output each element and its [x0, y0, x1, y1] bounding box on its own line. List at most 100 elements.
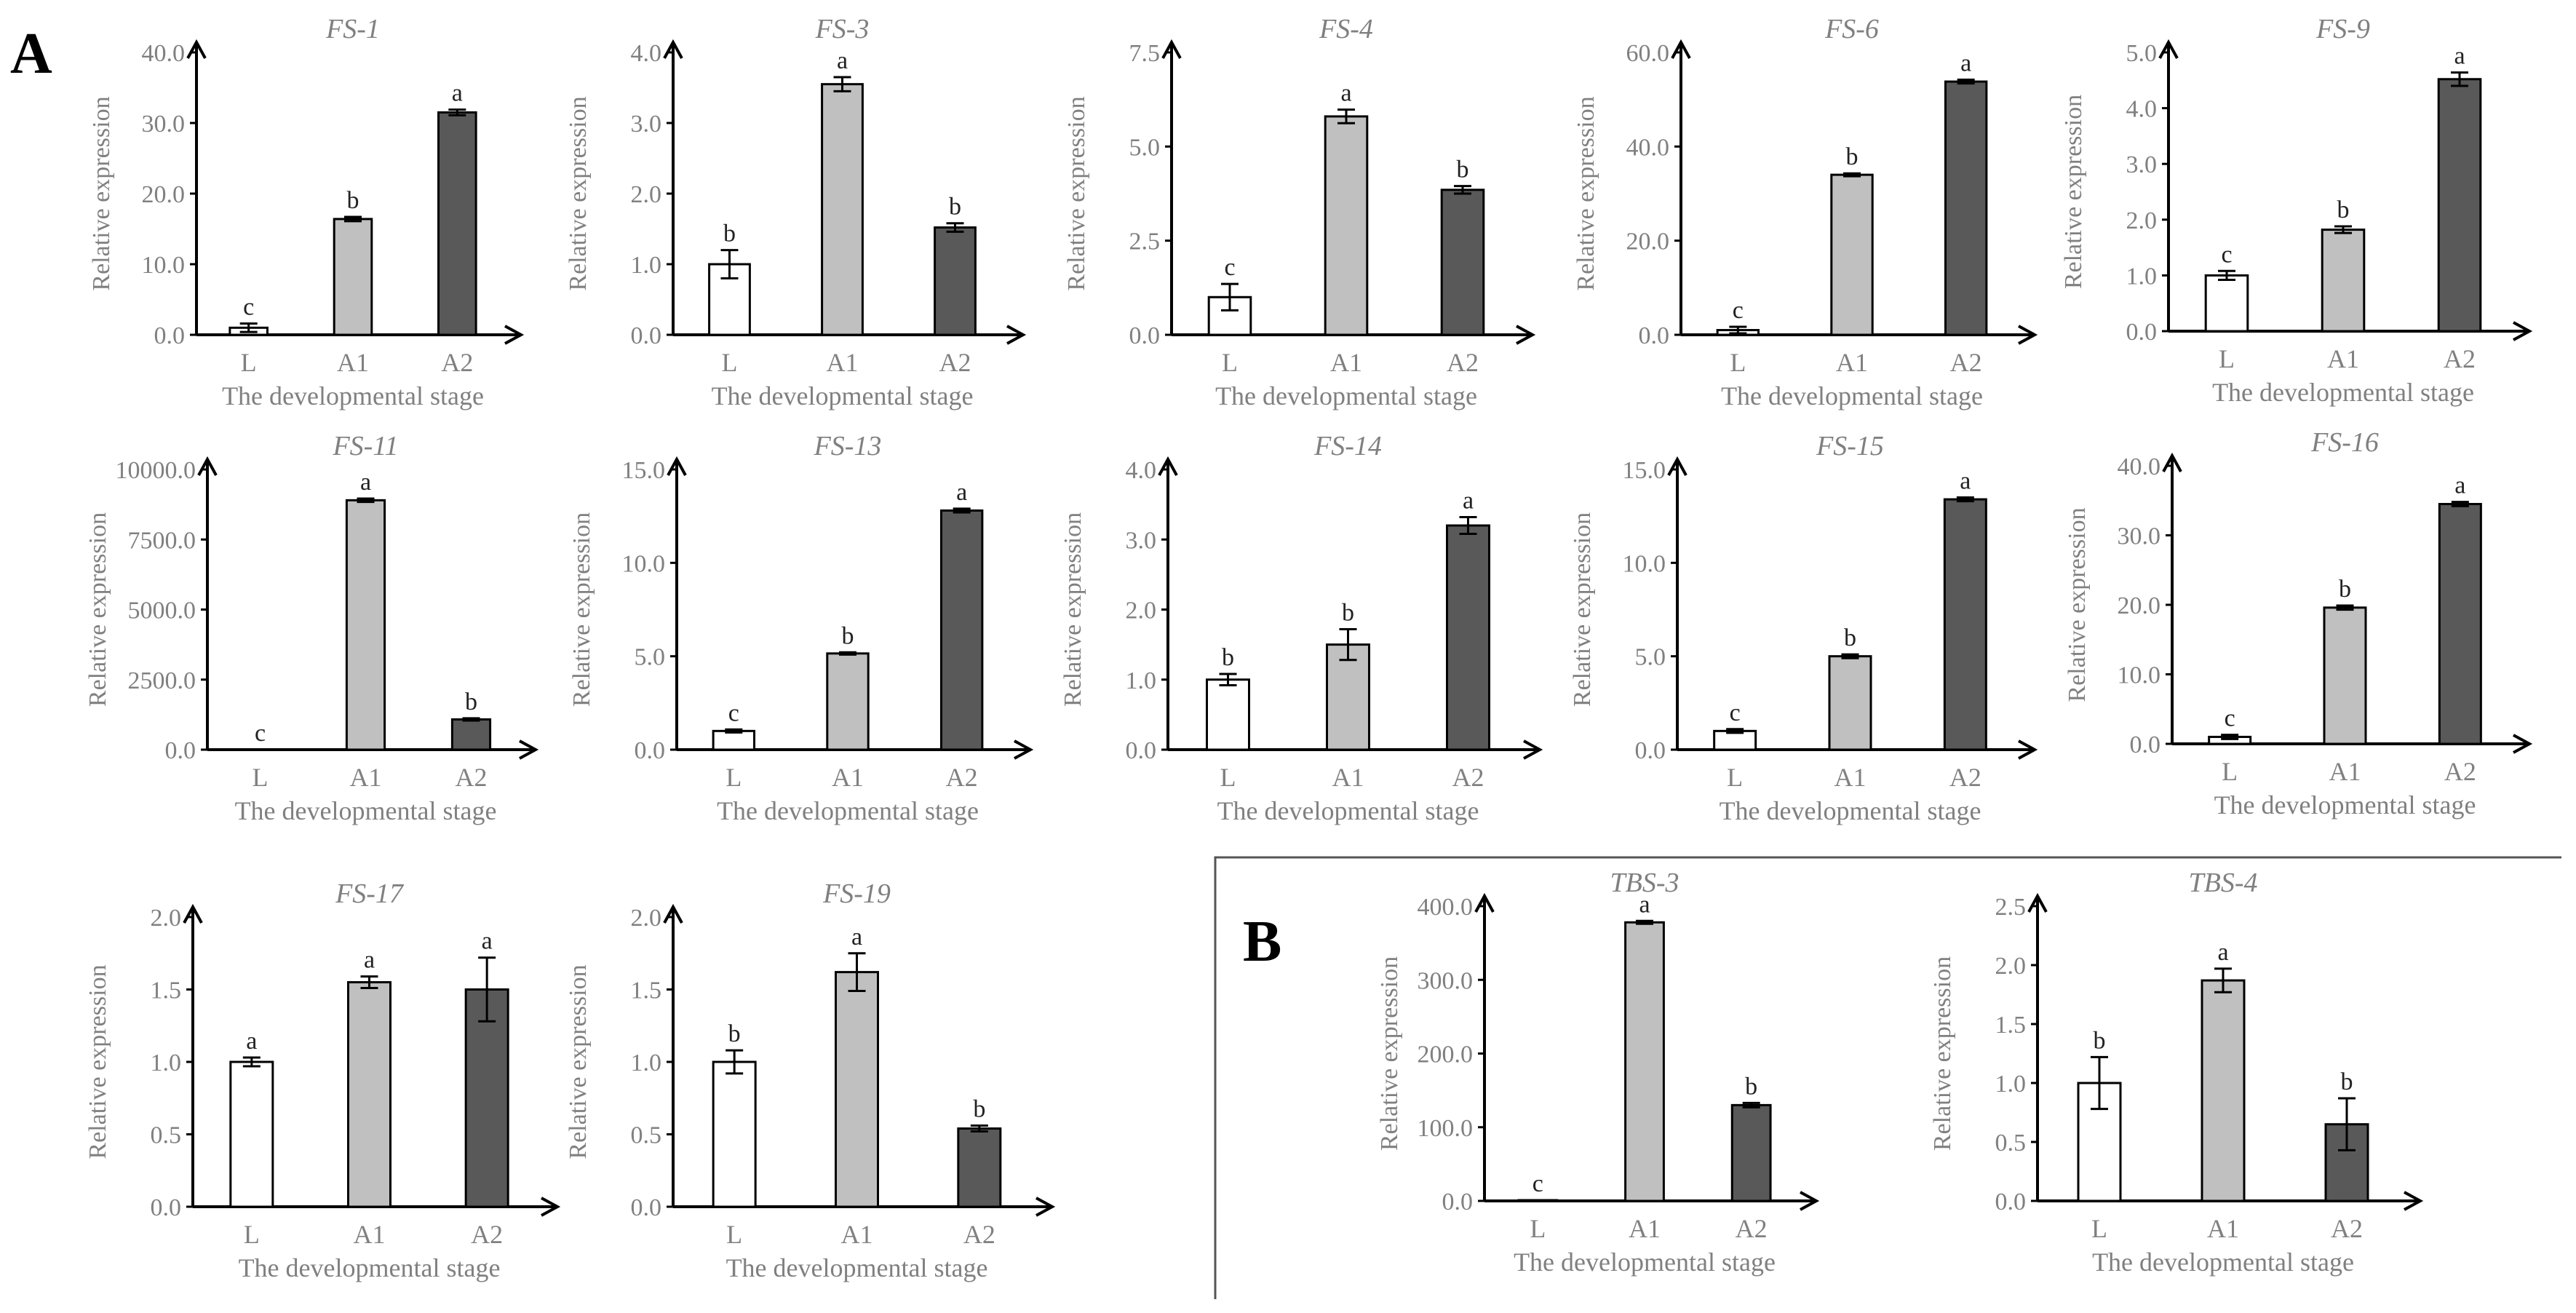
category-label: A2: [1447, 348, 1479, 377]
chart-title: FS-1: [325, 14, 380, 44]
category-label: L: [726, 1220, 742, 1249]
significance-label: b: [1846, 143, 1859, 170]
significance-label: a: [1960, 468, 1971, 495]
y-axis-label: Relative expression: [1063, 96, 1090, 290]
bar-l: [1517, 1199, 1559, 1202]
y-tick-label: 3.0: [2126, 151, 2158, 178]
bar-a2: [2438, 503, 2482, 745]
y-axis-label: Relative expression: [1569, 512, 1596, 707]
panel-label-b: B: [1243, 910, 1281, 974]
bar-a1: [347, 981, 391, 1208]
chart-fs-4: FS-4 0.0 2.5 5.0 7.5 Relative expression c La A1…: [1063, 14, 1536, 410]
chart-title: FS-4: [1319, 14, 1373, 44]
y-tick-label: 2.0: [2126, 207, 2158, 234]
charts-group: FS-1 0.0 10.0 20.0 30.0 40.0 Relative expressi…: [84, 14, 2533, 1282]
category-label: A1: [832, 763, 864, 792]
bar-l: [1206, 678, 1250, 751]
bar-a1: [2201, 979, 2246, 1202]
x-axis-arrow: [2404, 1191, 2424, 1211]
significance-label: b: [842, 622, 854, 649]
bar-a1: [835, 971, 879, 1208]
y-tick-label: 4.0: [1126, 457, 1157, 484]
category-label: A1: [1834, 763, 1867, 792]
y-tick-label: 1.5: [151, 977, 182, 1004]
y-axis-label: Relative expression: [2064, 507, 2091, 702]
significance-label: c: [243, 293, 254, 320]
y-tick-label: 7500.0: [128, 527, 196, 554]
chart-tbs-3: TBS-3 0.0 100.0 200.0 300.0 400.0 Relative exp…: [1376, 868, 1820, 1277]
x-axis-label: The developmental stage: [1514, 1247, 1776, 1277]
significance-label: b: [1342, 599, 1354, 626]
x-axis-label: The developmental stage: [712, 381, 974, 410]
category-label: A2: [939, 348, 971, 377]
y-axis-label: Relative expression: [88, 96, 115, 290]
category-label: A2: [946, 763, 978, 792]
y-tick-label: 3.0: [1126, 527, 1157, 554]
significance-label: a: [452, 80, 463, 107]
bar-l: [229, 1060, 274, 1208]
category-label: A2: [1452, 763, 1484, 792]
significance-label: a: [364, 947, 375, 974]
category-label: A2: [2444, 344, 2476, 373]
category-label: A1: [827, 348, 859, 377]
y-tick-label: 10.0: [622, 550, 666, 577]
x-axis-arrow: [519, 739, 539, 760]
y-tick-label: 1.5: [631, 977, 662, 1004]
significance-label: b: [973, 1096, 985, 1123]
y-tick-label: 1.0: [631, 252, 662, 279]
bar-a1: [826, 652, 870, 751]
chart-title: FS-19: [822, 878, 891, 909]
y-tick-label: 60.0: [1626, 40, 1670, 67]
y-tick-label: 0.0: [165, 737, 196, 764]
y-tick-label: 0.0: [1129, 322, 1161, 349]
chart-fs-9: FS-9 0.0 1.0 2.0 3.0 4.0 5.0 Relative expressio…: [2060, 14, 2533, 407]
chart-title: FS-17: [335, 878, 405, 909]
chart-fs-19: FS-19 0.0 0.5 1.0 1.5 2.0 Relative expression b…: [565, 878, 1056, 1282]
x-axis-label: The developmental stage: [1217, 796, 1479, 825]
significance-label: a: [1340, 80, 1351, 107]
bar-a1: [2321, 229, 2366, 333]
x-axis-arrow: [1006, 325, 1027, 345]
y-axis-label: Relative expression: [2060, 95, 2087, 289]
significance-label: b: [1844, 624, 1856, 651]
y-tick-label: 10.0: [1623, 550, 1666, 577]
y-tick-label: 40.0: [2118, 453, 2161, 480]
bar-a2: [464, 988, 509, 1208]
y-axis-label: Relative expression: [84, 512, 111, 707]
y-axis-label: Relative expression: [1376, 956, 1403, 1151]
bar-a2: [1730, 1103, 1772, 1202]
chart-title: FS-11: [332, 431, 398, 461]
y-tick-label: 0.5: [151, 1122, 182, 1149]
bar-a1: [1828, 655, 1872, 751]
significance-label: c: [1533, 1170, 1543, 1197]
significance-label: a: [1463, 487, 1474, 514]
y-tick-label: 0.5: [631, 1122, 662, 1149]
category-label: A1: [841, 1220, 873, 1249]
x-axis-label: The developmental stage: [2092, 1247, 2354, 1277]
x-axis-label: The developmental stage: [2212, 378, 2474, 407]
x-axis-arrow: [1523, 739, 1543, 760]
y-tick-label: 0.0: [1639, 322, 1670, 349]
bar-a2: [450, 718, 492, 751]
x-axis-label: The developmental stage: [717, 796, 979, 825]
bar-a2: [437, 111, 477, 336]
chart-fs-17: FS-17 0.0 0.5 1.0 1.5 2.0 Relative expression a…: [84, 878, 561, 1282]
y-tick-label: 2500.0: [128, 667, 196, 694]
bar-a2: [1944, 80, 1988, 336]
x-axis-label: The developmental stage: [1720, 796, 1981, 825]
x-axis-label: The developmental stage: [235, 796, 497, 825]
y-tick-label: 1.0: [2126, 263, 2158, 290]
significance-label: a: [1960, 50, 1971, 77]
bar-a1: [2323, 606, 2367, 745]
significance-label: b: [723, 221, 736, 247]
bar-a1: [333, 218, 373, 336]
y-tick-label: 5.0: [1635, 644, 1666, 671]
significance-label: b: [1745, 1073, 1757, 1100]
significance-label: b: [465, 689, 477, 715]
bar-a2: [934, 226, 977, 336]
category-label: A1: [1836, 348, 1868, 377]
y-tick-label: 15.0: [1623, 457, 1666, 484]
y-axis-label: Relative expression: [84, 964, 111, 1159]
y-tick-label: 1.0: [1126, 667, 1157, 694]
